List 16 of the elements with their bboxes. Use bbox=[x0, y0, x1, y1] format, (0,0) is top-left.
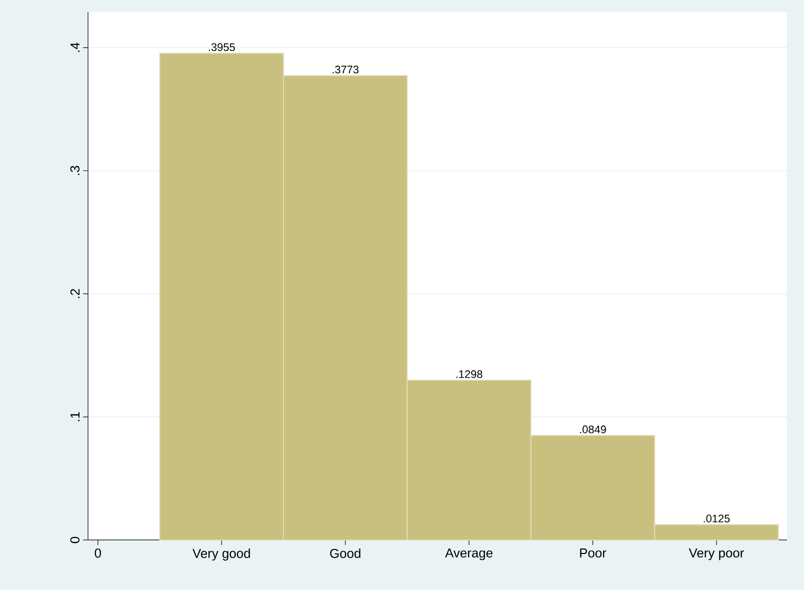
data-label: .0125 bbox=[704, 514, 730, 522]
y-tick-label: .1 bbox=[70, 412, 80, 422]
x-tick-label: Very poor bbox=[688, 548, 744, 560]
x-tick-label: 0 bbox=[94, 548, 102, 558]
x-tick-label: Very good bbox=[192, 548, 250, 561]
y-tick-label: .4 bbox=[70, 42, 80, 52]
y-tick-label: .3 bbox=[70, 166, 80, 175]
x-tick-label: Average bbox=[445, 548, 492, 560]
data-label: .1298 bbox=[456, 370, 482, 378]
data-label: .3955 bbox=[208, 43, 235, 52]
y-tick-label: 0 bbox=[70, 536, 80, 544]
y-tick-label: .2 bbox=[70, 289, 80, 298]
data-label: .0849 bbox=[580, 426, 606, 434]
x-tick-label: Poor bbox=[580, 548, 606, 558]
x-tick-label: Good bbox=[330, 548, 360, 558]
data-label: .3773 bbox=[332, 66, 359, 74]
